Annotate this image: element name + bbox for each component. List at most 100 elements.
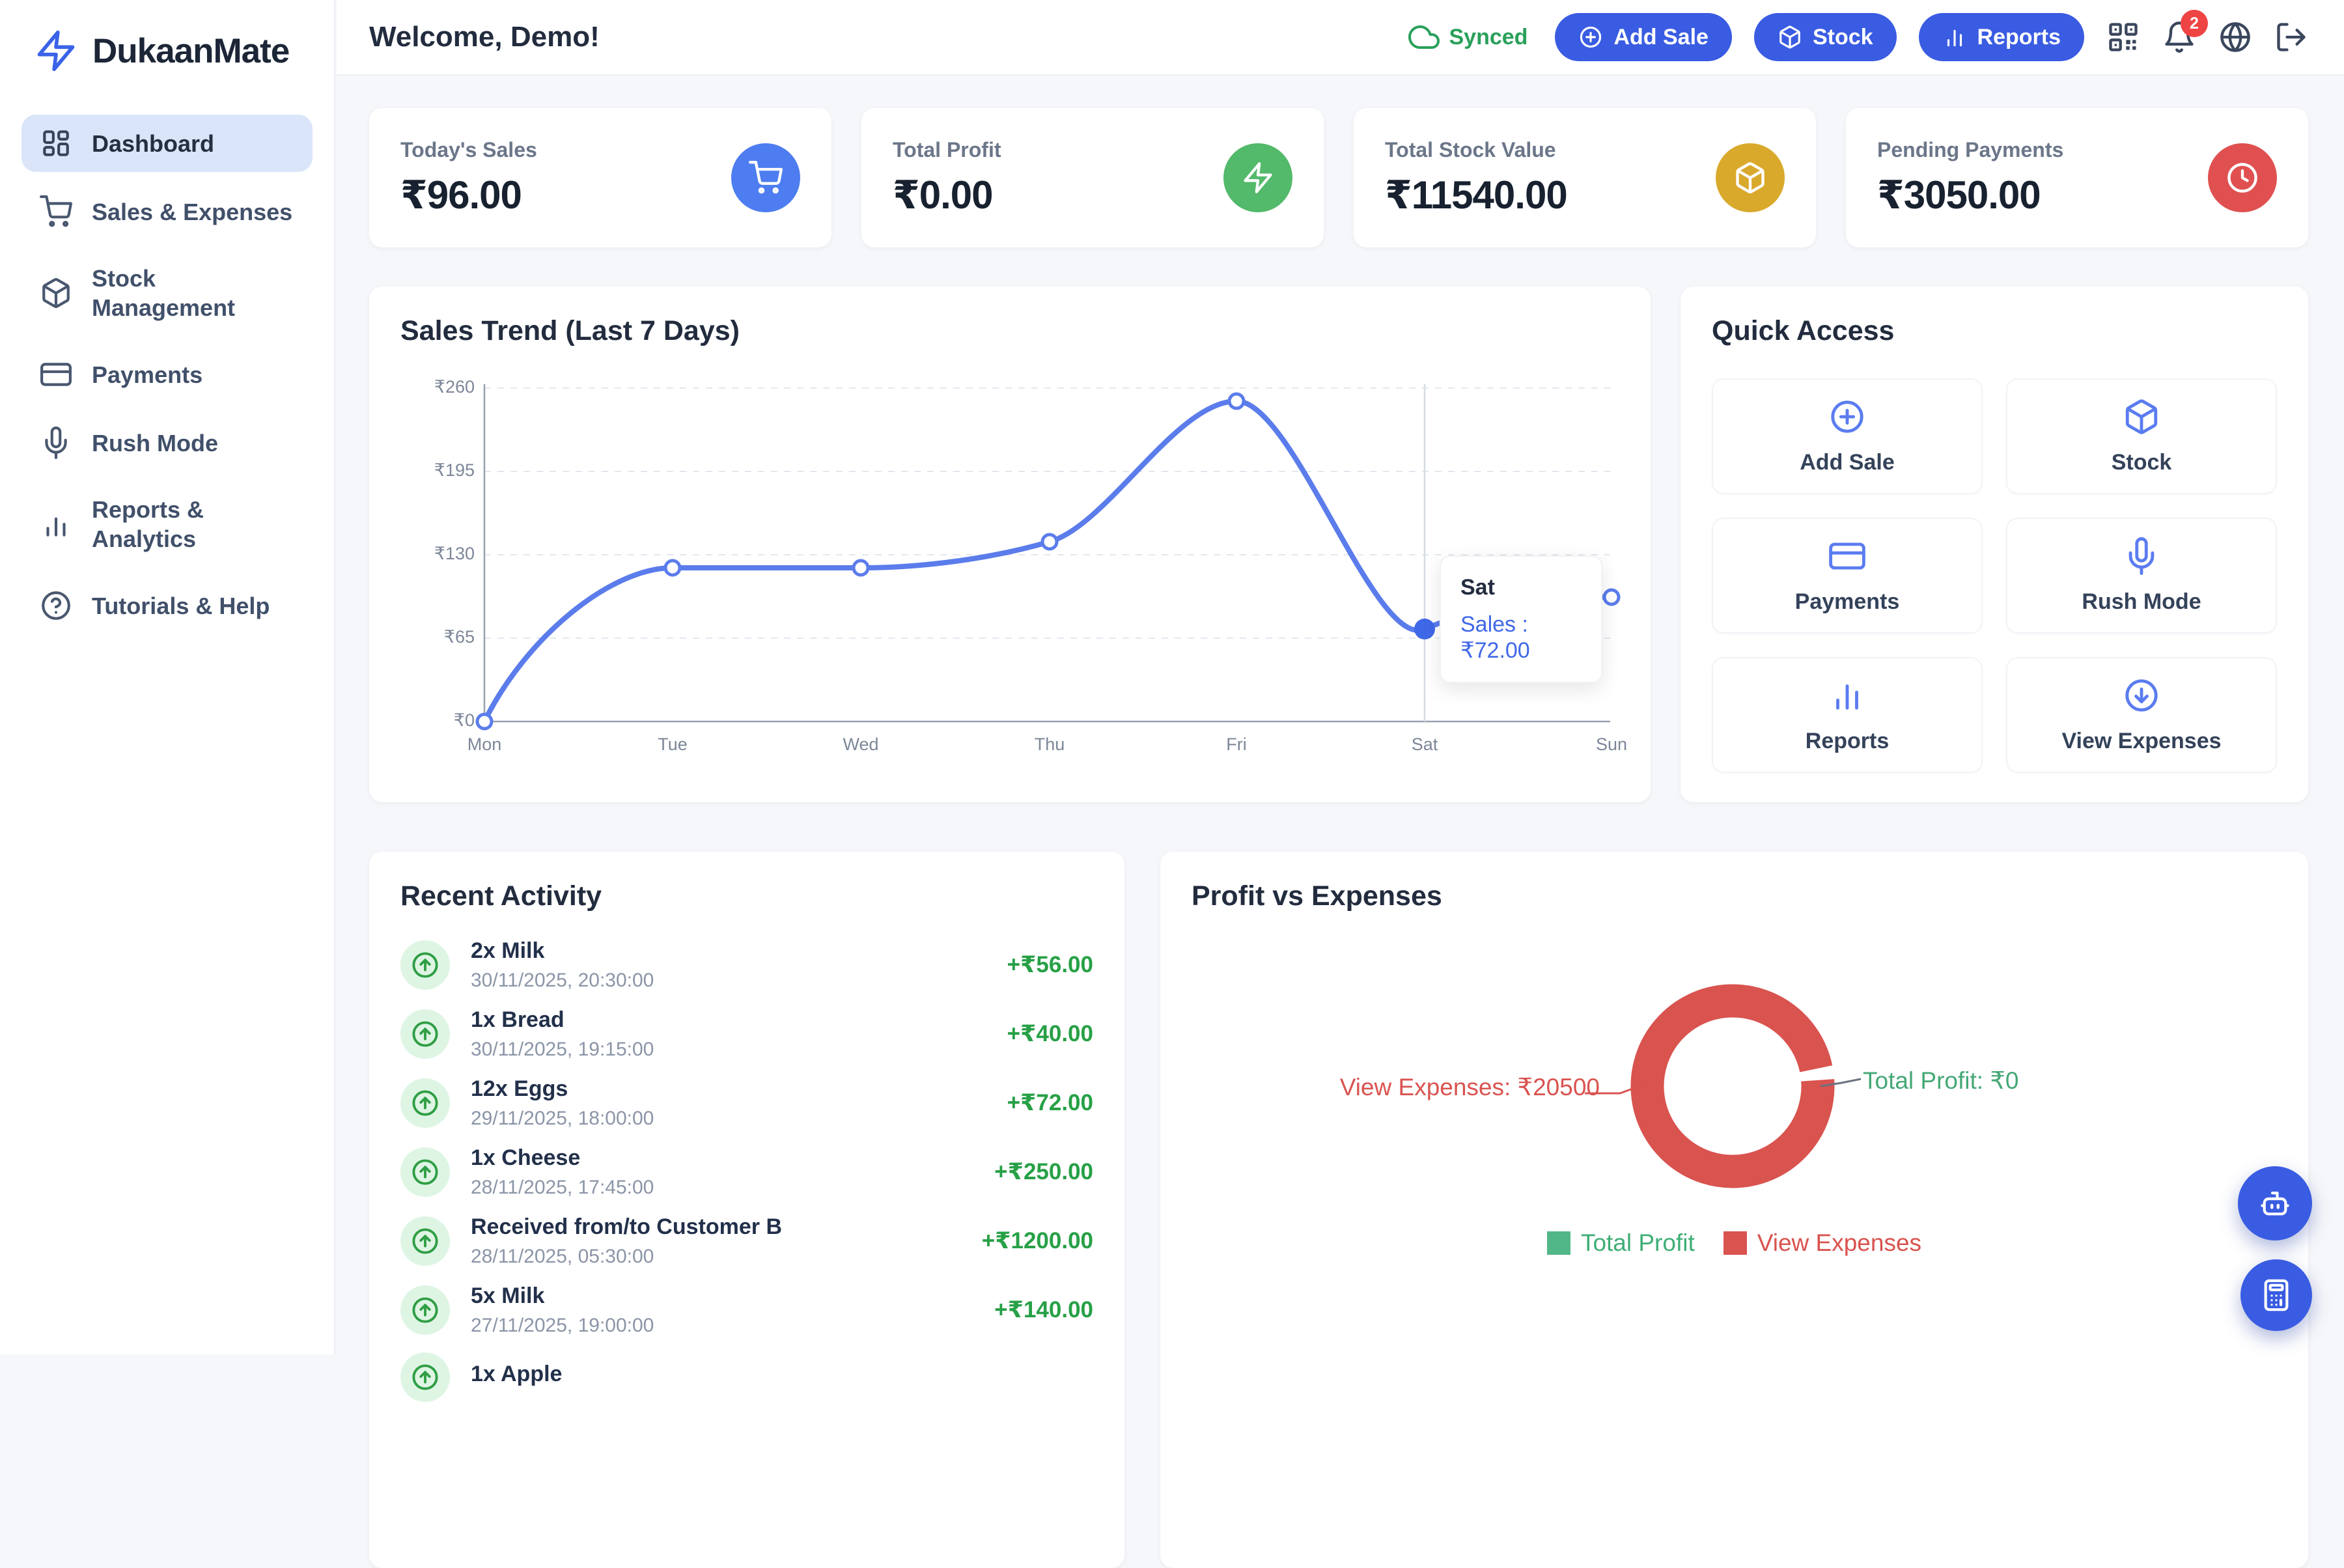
profit-annotation: Total Profit: ₹0 (1863, 1067, 2018, 1095)
stat-label: Total Profit (893, 138, 1001, 162)
quick-tile-stock[interactable]: Stock (2006, 378, 2277, 494)
todays-sales-card: Today's Sales ₹96.00 (369, 108, 831, 247)
x-tick: Sat (1412, 735, 1438, 754)
mic-icon (40, 427, 72, 459)
profit-expenses-donut-chart (1160, 852, 2308, 1539)
quick-tile-label: Stock (2112, 450, 2172, 475)
quick-tile-view-expenses[interactable]: View Expenses (2006, 657, 2277, 773)
credit-card-icon (1828, 537, 1866, 575)
activity-amount: +₹1200.00 (982, 1228, 1093, 1254)
x-tick: Mon (467, 735, 502, 754)
robot-icon (2257, 1185, 2293, 1222)
logout-button[interactable] (2274, 20, 2308, 54)
activity-time: 29/11/2025, 18:00:00 (471, 1108, 654, 1130)
activity-title: 1x Cheese (471, 1145, 654, 1171)
box-icon (1716, 143, 1785, 212)
expenses-annotation: View Expenses: ₹20500 (1160, 1073, 1600, 1101)
y-tick: ₹195 (434, 460, 475, 480)
sidebar-item-tutorials-help[interactable]: Tutorials & Help (21, 577, 313, 634)
add-sale-button[interactable]: Add Sale (1555, 13, 1731, 61)
legend-label: View Expenses (1757, 1229, 1921, 1257)
sidebar-item-stock-management[interactable]: Stock Management (21, 251, 313, 335)
sidebar-item-reports-analytics[interactable]: Reports & Analytics (21, 483, 313, 566)
box-icon (1778, 25, 1802, 49)
activity-title: 1x Apple (471, 1362, 562, 1387)
x-tick: Fri (1226, 735, 1246, 754)
x-tick: Sun (1596, 735, 1627, 754)
y-tick: ₹260 (434, 377, 475, 397)
activity-title: 12x Eggs (471, 1076, 654, 1102)
y-tick: ₹0 (454, 710, 475, 730)
legend-total-profit[interactable]: Total Profit (1547, 1229, 1695, 1257)
activity-title: 2x Milk (471, 938, 654, 964)
calculator-button[interactable] (2240, 1259, 2312, 1331)
sidebar-item-label: Payments (92, 360, 202, 389)
quick-tile-label: Payments (1795, 589, 1900, 615)
activity-time: 30/11/2025, 20:30:00 (471, 970, 654, 992)
arrow-down-circle-icon (2123, 677, 2160, 714)
activity-row[interactable]: 12x Eggs 29/11/2025, 18:00:00 +₹72.00 (400, 1069, 1093, 1138)
notification-badge: 2 (2181, 10, 2208, 37)
stat-value: ₹11540.00 (1385, 173, 1567, 218)
data-point-thu (1042, 535, 1057, 549)
data-point-wed (854, 561, 868, 575)
calculator-icon (2258, 1277, 2295, 1313)
quick-tile-add-sale[interactable]: Add Sale (1712, 378, 1983, 494)
activity-amount: +₹72.00 (1007, 1090, 1093, 1116)
activity-amount: +₹140.00 (994, 1297, 1093, 1323)
notifications-button[interactable]: 2 (2162, 20, 2196, 54)
activity-row[interactable]: 1x Apple (400, 1345, 1093, 1410)
arrow-up-circle-icon (400, 940, 450, 990)
dashboard-grid-icon (40, 127, 72, 160)
activity-time: 27/11/2025, 19:00:00 (471, 1315, 654, 1337)
sidebar-item-label: Rush Mode (92, 428, 218, 458)
stock-button[interactable]: Stock (1754, 13, 1897, 61)
profit-vs-expenses-title: Profit vs Expenses (1192, 880, 2277, 912)
sync-status-label: Synced (1449, 25, 1528, 50)
stat-value: ₹0.00 (893, 173, 1001, 218)
cart-icon (731, 143, 800, 212)
sidebar-item-rush-mode[interactable]: Rush Mode (21, 414, 313, 471)
x-tick: Thu (1035, 735, 1065, 754)
sidebar-item-sales-expenses[interactable]: Sales & Expenses (21, 183, 313, 240)
y-tick: ₹130 (434, 544, 475, 563)
top-header: Welcome, Demo! Synced Add Sale Stock Rep… (337, 0, 2344, 76)
sidebar-item-label: Reports & Analytics (92, 495, 284, 553)
header-actions: Synced Add Sale Stock Reports 2 (1408, 13, 2309, 61)
total-profit-card: Total Profit ₹0.00 (861, 108, 1324, 247)
quick-access-grid: Add Sale Stock Payments Rush Mode Report… (1712, 378, 2277, 773)
reports-button[interactable]: Reports (1919, 13, 2084, 61)
quick-access-card: Quick Access Add Sale Stock Payments Rus… (1681, 287, 2308, 802)
quick-tile-rush-mode[interactable]: Rush Mode (2006, 518, 2277, 634)
arrow-up-circle-icon (400, 1009, 450, 1059)
chatbot-button[interactable] (2238, 1166, 2312, 1240)
sidebar-item-label: Sales & Expenses (92, 197, 292, 227)
language-button[interactable] (2218, 20, 2252, 54)
quick-tile-payments[interactable]: Payments (1712, 518, 1983, 634)
legend-view-expenses[interactable]: View Expenses (1723, 1229, 1921, 1257)
qr-code-button[interactable] (2106, 20, 2140, 54)
sidebar-item-payments[interactable]: Payments (21, 346, 313, 403)
sidebar-item-dashboard[interactable]: Dashboard (21, 115, 313, 172)
profit-label-connector (1821, 1079, 1861, 1086)
data-point-fri (1229, 394, 1244, 408)
quick-tile-reports[interactable]: Reports (1712, 657, 1983, 773)
data-point-tue (665, 561, 680, 575)
sidebar: DukaanMate Dashboard Sales & Expenses St… (0, 0, 335, 1354)
activity-title: 1x Bread (471, 1007, 654, 1033)
tooltip-value: Sales : ₹72.00 (1460, 612, 1582, 664)
sidebar-item-label: Stock Management (92, 264, 284, 322)
activity-amount: +₹250.00 (994, 1159, 1093, 1185)
stat-label: Today's Sales (400, 138, 537, 162)
main-content: Today's Sales ₹96.00 Total Profit ₹0.00 … (337, 77, 2344, 1354)
arrow-up-circle-icon (400, 1285, 450, 1335)
lightning-logo-icon (34, 29, 78, 73)
quick-tile-label: Rush Mode (2082, 589, 2201, 615)
